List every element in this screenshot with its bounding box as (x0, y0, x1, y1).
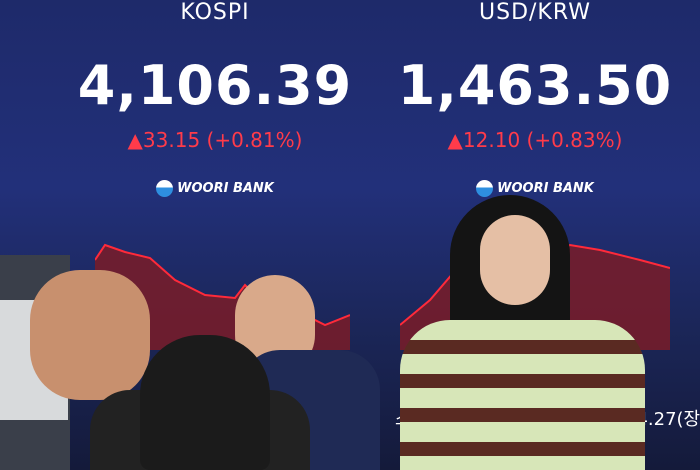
usdkrw-panel: USD/KRW 1,463.50 ▲12.10 (+0.83%) WOORI B… (375, 0, 695, 197)
usdkrw-value: 1,463.50 (397, 54, 673, 117)
woori-logo: WOORI BANK (55, 180, 375, 197)
kospi-value: 4,106.39 (77, 54, 353, 117)
usdkrw-change: ▲12.10 (+0.83%) (447, 128, 623, 152)
kospi-label: KOSPI (180, 0, 250, 25)
woori-logo-icon (476, 180, 494, 197)
usdkrw-label: USD/KRW (479, 0, 591, 25)
kospi-change: ▲33.15 (+0.81%) (127, 128, 303, 152)
man-left-head (30, 270, 150, 400)
kospi-panel: KOSPI 4,106.39 ▲33.15 (+0.81%) WOORI BAN… (55, 0, 375, 197)
woori-logo-icon (156, 180, 174, 197)
man-front-head (140, 335, 270, 470)
woman-right-face (480, 215, 550, 305)
woman-right-sweater (400, 320, 645, 470)
woori-logo: WOORI BANK (375, 180, 695, 197)
